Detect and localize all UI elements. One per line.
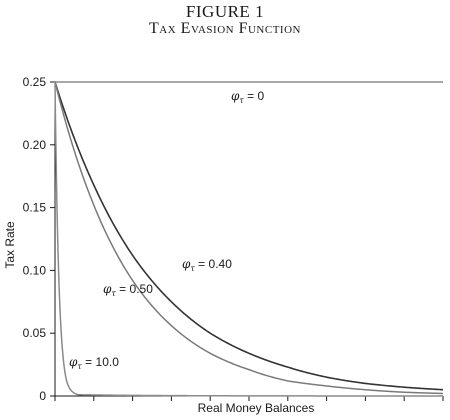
series-labels: φτ = 0 φτ = 0.40 φτ = 0.50 φτ = 10.0 — [69, 89, 265, 371]
series-line-3 — [54, 81, 443, 397]
plot-area: 0 0.05 0.10 0.15 0.20 0.25 — [23, 75, 444, 403]
series-label-2: φτ = 0.50 — [103, 282, 153, 298]
series-layer — [54, 81, 444, 397]
y-tick-label: 0.20 — [23, 138, 47, 152]
series-label-3: φτ = 10.0 — [69, 355, 119, 371]
y-tick-label: 0.05 — [23, 326, 47, 340]
y-axis-label: Tax Rate — [3, 221, 17, 269]
series-line-1 — [54, 81, 444, 391]
series-label-0: φτ = 0 — [231, 89, 265, 105]
y-tick-label: 0.15 — [23, 201, 47, 215]
y-tick-label: 0 — [39, 389, 46, 403]
figure-number: FIGURE 1 — [185, 2, 265, 21]
series-label-1: φτ = 0.40 — [182, 257, 232, 273]
series-line-2 — [54, 81, 444, 395]
figure-title: Tax Evasion Function — [149, 20, 301, 37]
y-tick-label: 0.10 — [23, 263, 47, 277]
y-tick-label: 0.25 — [23, 75, 47, 89]
x-axis-label: Real Money Balances — [198, 401, 315, 415]
